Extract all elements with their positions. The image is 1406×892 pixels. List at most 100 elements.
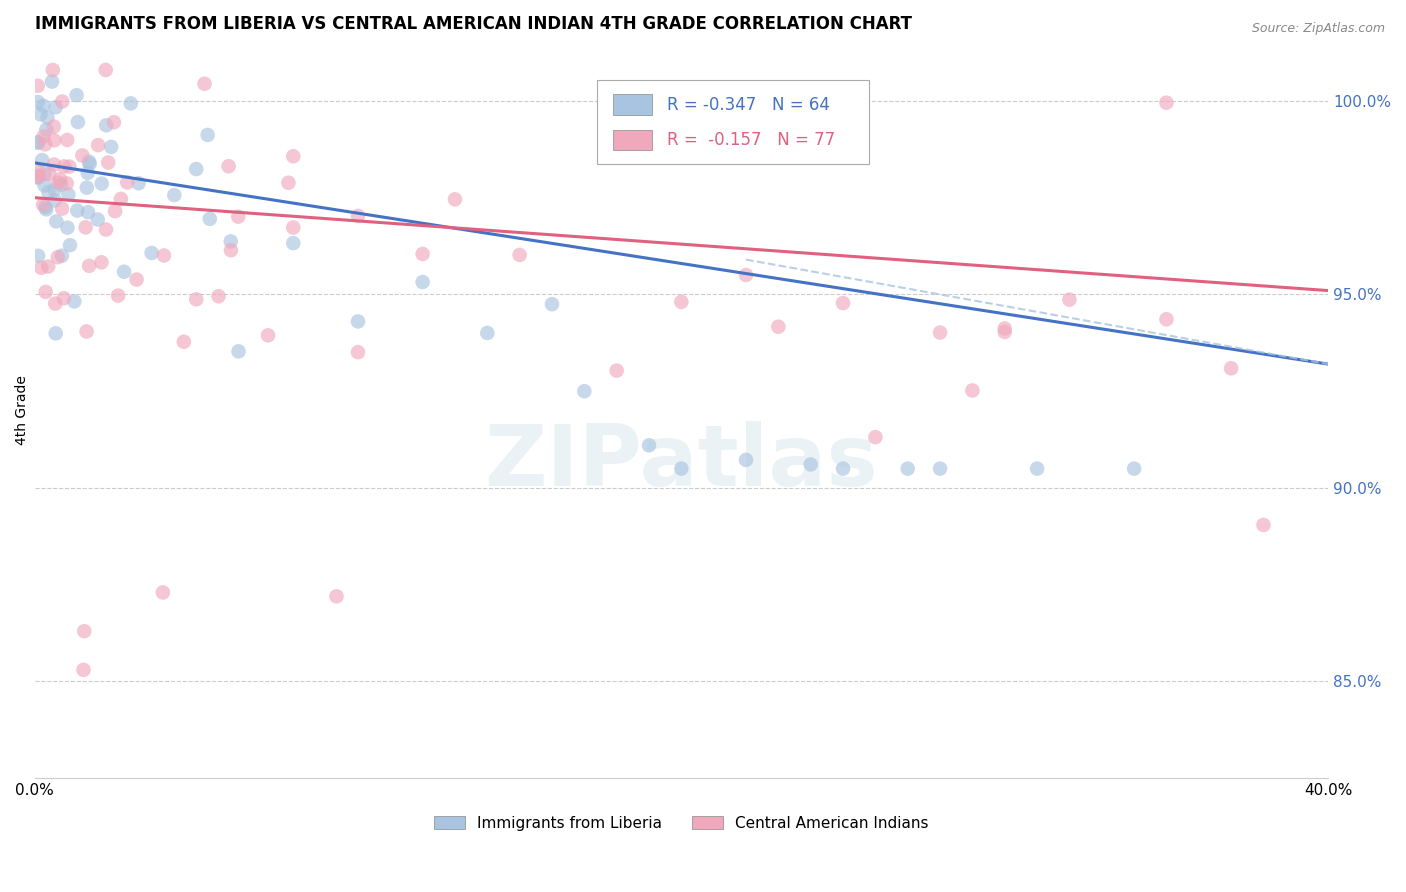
Point	[32, 129, 55, 144]
Text: R = -0.347   N = 64: R = -0.347 N = 64	[666, 95, 830, 113]
Point	[77, 205, 100, 219]
Point	[509, 248, 531, 262]
Point	[37, 111, 59, 125]
Point	[90, 177, 112, 191]
Point	[198, 211, 221, 226]
Point	[27, 135, 49, 149]
Point	[66, 203, 89, 218]
FancyBboxPatch shape	[598, 79, 869, 164]
Point	[30, 260, 52, 275]
Bar	[613, 95, 651, 115]
Point	[34, 178, 56, 193]
Point	[76, 325, 98, 339]
Point	[104, 204, 127, 219]
Point	[412, 275, 434, 289]
Point	[325, 590, 347, 604]
Point	[38, 167, 60, 181]
Point	[55, 177, 77, 191]
Point	[56, 133, 79, 147]
Point	[27, 169, 49, 183]
Point	[219, 244, 242, 258]
Point	[1253, 517, 1275, 532]
Point	[152, 585, 174, 599]
Point	[128, 176, 150, 190]
Point	[51, 249, 73, 263]
Point	[163, 188, 186, 202]
Point	[97, 155, 120, 169]
Point	[72, 148, 94, 162]
Point	[1123, 461, 1146, 475]
Point	[897, 461, 920, 475]
Point	[671, 294, 693, 309]
Point	[65, 88, 87, 103]
Point	[277, 176, 299, 190]
Point	[125, 272, 148, 286]
Point	[112, 265, 135, 279]
Point	[49, 178, 72, 192]
Point	[44, 296, 66, 310]
Point	[283, 149, 305, 163]
Point	[800, 458, 823, 472]
Point	[42, 62, 65, 77]
Point	[107, 288, 129, 302]
Point	[962, 384, 984, 398]
Point	[141, 246, 163, 260]
Point	[76, 180, 98, 194]
Point	[103, 115, 125, 129]
Point	[27, 78, 49, 93]
Point	[87, 212, 110, 227]
Point	[34, 167, 56, 181]
Point	[1059, 293, 1081, 307]
Point	[34, 200, 56, 214]
Point	[735, 453, 758, 467]
Y-axis label: 4th Grade: 4th Grade	[15, 376, 30, 445]
Point	[153, 248, 176, 262]
Point	[257, 328, 280, 343]
Point	[44, 183, 66, 197]
Point	[94, 222, 117, 236]
Point	[51, 95, 73, 109]
Point	[48, 176, 70, 190]
Point	[58, 187, 80, 202]
Point	[77, 259, 100, 273]
Point	[1156, 312, 1178, 326]
Point	[45, 100, 67, 114]
Point	[832, 296, 855, 310]
Point	[574, 384, 596, 399]
Point	[27, 170, 49, 185]
Point	[31, 153, 53, 168]
Point	[75, 220, 97, 235]
Point	[32, 99, 55, 113]
Text: ZIPatlas: ZIPatlas	[485, 420, 879, 503]
Point	[1026, 461, 1049, 475]
Bar	[613, 129, 651, 150]
Point	[49, 172, 72, 186]
Point	[72, 663, 94, 677]
Point	[45, 214, 67, 228]
Point	[44, 133, 66, 147]
Point	[59, 238, 82, 252]
Point	[44, 194, 66, 208]
Point	[27, 95, 49, 109]
Point	[34, 285, 56, 299]
Point	[63, 294, 86, 309]
Point	[638, 438, 661, 452]
Point	[37, 185, 59, 199]
Point	[735, 268, 758, 282]
Point	[30, 107, 52, 121]
Point	[27, 164, 49, 178]
Point	[207, 289, 229, 303]
Point	[671, 461, 693, 475]
Text: IMMIGRANTS FROM LIBERIA VS CENTRAL AMERICAN INDIAN 4TH GRADE CORRELATION CHART: IMMIGRANTS FROM LIBERIA VS CENTRAL AMERI…	[35, 15, 911, 33]
Point	[226, 210, 249, 224]
Point	[27, 169, 49, 184]
Point	[347, 209, 370, 223]
Point	[100, 140, 122, 154]
Point	[832, 461, 855, 475]
Point	[197, 128, 219, 142]
Point	[34, 137, 56, 152]
Point	[46, 250, 69, 264]
Point	[173, 334, 195, 349]
Point	[283, 220, 305, 235]
Point	[283, 236, 305, 251]
